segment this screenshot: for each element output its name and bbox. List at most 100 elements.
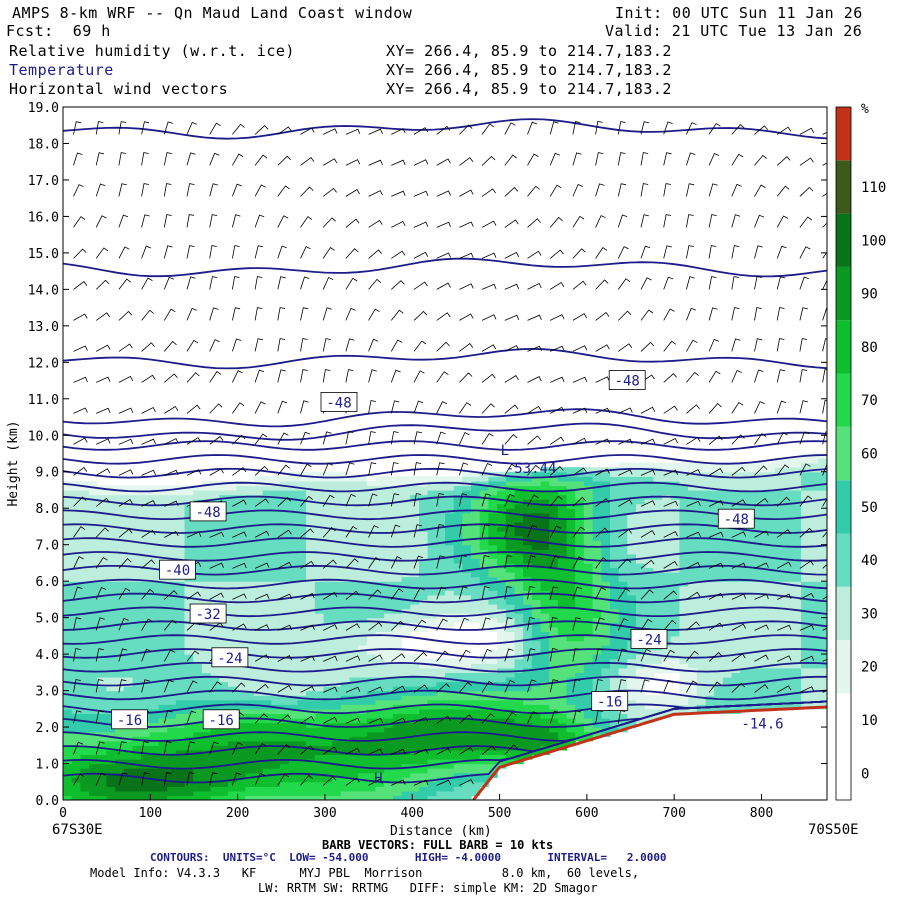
rh-cell bbox=[401, 731, 411, 737]
rh-cell bbox=[471, 681, 481, 687]
rh-cell bbox=[132, 654, 142, 660]
rh-cell bbox=[679, 690, 689, 696]
rh-cell bbox=[566, 727, 576, 733]
rh-cell bbox=[236, 763, 246, 769]
rh-cell bbox=[497, 699, 507, 705]
rh-cell bbox=[392, 572, 403, 578]
rh-cell bbox=[349, 717, 359, 724]
rh-cell bbox=[531, 654, 542, 660]
rh-cell bbox=[306, 599, 316, 605]
rh-cell bbox=[384, 727, 394, 733]
rh-cell bbox=[141, 512, 151, 518]
rh-cell bbox=[332, 745, 342, 751]
rh-cell bbox=[653, 562, 663, 569]
rh-cell bbox=[210, 553, 220, 559]
rh-cell bbox=[488, 480, 498, 487]
rh-cell bbox=[601, 649, 611, 655]
rh-cell bbox=[141, 686, 151, 692]
rh-cell bbox=[462, 535, 472, 541]
rh-cell bbox=[71, 631, 81, 637]
rh-cell bbox=[262, 485, 272, 491]
rh-cell bbox=[323, 540, 333, 546]
rh-cell bbox=[453, 763, 463, 769]
rh-cell bbox=[662, 649, 672, 655]
rh-cell bbox=[453, 490, 463, 496]
rh-cell bbox=[688, 604, 698, 610]
rh-cell bbox=[228, 672, 238, 678]
rh-cell bbox=[306, 722, 316, 728]
rh-cell bbox=[670, 462, 680, 468]
rh-cell bbox=[80, 695, 90, 701]
rh-cell bbox=[375, 695, 385, 701]
rh-cell bbox=[123, 727, 134, 733]
rh-cell bbox=[262, 576, 272, 582]
rh-cell bbox=[210, 485, 220, 491]
rh-cell bbox=[540, 490, 550, 496]
rh-cell bbox=[471, 699, 481, 705]
rh-cell bbox=[714, 617, 724, 623]
rh-cell bbox=[358, 768, 368, 774]
rh-cell bbox=[193, 553, 203, 559]
rh-cell bbox=[236, 640, 246, 646]
rh-cell bbox=[358, 645, 368, 651]
rh-cell bbox=[236, 576, 246, 582]
rh-cell bbox=[132, 585, 142, 591]
rh-cell bbox=[288, 503, 298, 509]
rh-cell bbox=[705, 521, 715, 528]
rh-cell bbox=[158, 754, 168, 760]
rh-cell bbox=[193, 622, 203, 628]
rh-cell bbox=[627, 553, 637, 559]
rh-cell bbox=[384, 777, 394, 783]
rh-cell bbox=[410, 663, 420, 669]
rh-cell bbox=[280, 594, 290, 600]
rh-cell bbox=[462, 503, 472, 509]
rh-cell bbox=[575, 645, 585, 651]
rh-cell bbox=[523, 676, 533, 683]
rh-cell bbox=[306, 503, 316, 509]
rh-cell bbox=[141, 622, 151, 628]
rh-cell bbox=[514, 567, 524, 573]
rh-cell bbox=[722, 599, 733, 605]
rh-cell bbox=[297, 663, 307, 669]
rh-cell bbox=[71, 663, 81, 669]
rh-cell bbox=[601, 654, 611, 660]
rh-cell bbox=[540, 531, 550, 537]
rh-cell bbox=[610, 658, 620, 664]
rh-cell bbox=[566, 622, 576, 628]
rh-cell bbox=[332, 667, 342, 673]
rh-cell bbox=[245, 581, 255, 587]
rh-cell bbox=[236, 490, 246, 496]
rh-cell bbox=[297, 631, 307, 637]
rh-cell bbox=[479, 727, 489, 733]
rh-cell bbox=[306, 631, 316, 637]
rh-cell bbox=[89, 617, 99, 623]
rh-cell bbox=[167, 699, 177, 705]
rh-cell bbox=[245, 731, 255, 737]
rh-cell bbox=[115, 485, 125, 491]
rh-cell bbox=[271, 635, 281, 642]
rh-cell bbox=[80, 727, 90, 733]
rh-cell bbox=[523, 517, 533, 523]
rh-cell bbox=[132, 531, 142, 537]
rh-cell bbox=[271, 686, 281, 692]
rh-cell bbox=[132, 503, 142, 509]
rh-cell bbox=[384, 713, 394, 719]
rh-cell bbox=[419, 590, 429, 596]
rh-cell bbox=[445, 572, 455, 578]
rh-cell bbox=[505, 521, 516, 528]
rh-cell bbox=[523, 645, 533, 651]
rh-cell bbox=[384, 494, 394, 500]
rh-cell bbox=[410, 754, 420, 760]
rh-cell bbox=[63, 759, 73, 765]
rh-cell bbox=[688, 544, 698, 550]
rh-cell bbox=[722, 663, 733, 669]
rh-cell bbox=[332, 790, 342, 797]
rh-cell bbox=[610, 604, 620, 610]
rh-cell bbox=[323, 599, 333, 605]
rh-cell bbox=[123, 622, 134, 628]
rh-cell bbox=[236, 681, 246, 687]
rh-cell bbox=[228, 695, 238, 701]
rh-cell bbox=[106, 585, 116, 591]
rh-cell bbox=[549, 663, 559, 669]
rh-cell bbox=[332, 521, 342, 528]
